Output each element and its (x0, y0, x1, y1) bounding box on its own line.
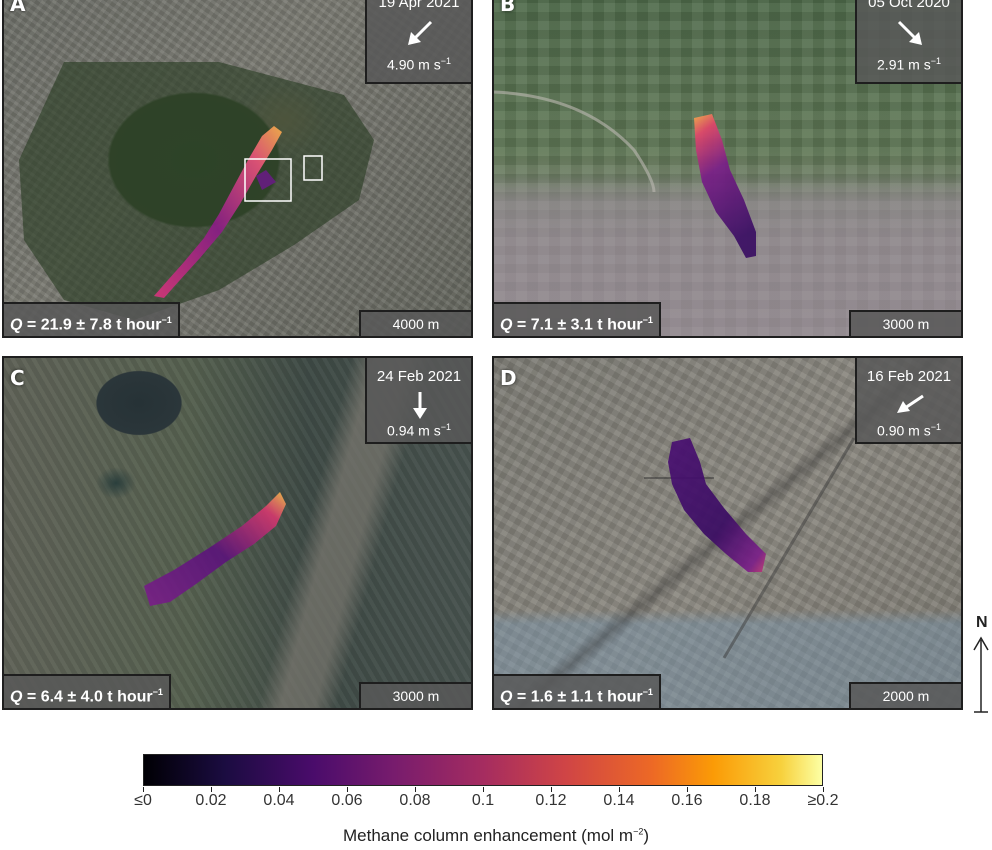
colorbar-tick-label: 0.14 (603, 792, 635, 809)
acquisition-date: 19 Apr 2021 (378, 0, 460, 11)
colorbar-tick-label: ≤0 (134, 792, 152, 809)
wind-arrow-icon (897, 20, 922, 45)
colorbar-tick-mark (347, 787, 348, 792)
acquisition-date: 05 Oct 2020 (868, 0, 950, 11)
emission-rate-box: Q = 1.6 ± 1.1 t hour−1 (494, 674, 661, 708)
north-arrow-icon (973, 636, 989, 713)
colorbar-tick-mark (279, 787, 280, 792)
colorbar-tick-label: 0.04 (263, 792, 295, 809)
colorbar-tick-label: 0.1 (471, 792, 495, 809)
inset-box-a1 (244, 158, 292, 202)
wind-speed: 0.94 m s−1 (387, 422, 451, 439)
colorbar-tick-mark (211, 787, 212, 792)
panel-letter: A (10, 0, 26, 16)
wind-speed: 4.90 m s−1 (387, 56, 451, 73)
wind-info-box: 16 Feb 2021 0.90 m s−1 (855, 358, 961, 444)
colorbar-tick-label: 0.16 (671, 792, 703, 809)
emission-rate-box: Q = 7.1 ± 3.1 t hour−1 (494, 302, 661, 336)
scale-bar-label: 2000 m (849, 682, 961, 708)
wind-info-box: 05 Oct 2020 2.91 m s−1 (855, 0, 961, 84)
wind-arrow-icon (897, 394, 924, 413)
wind-info-box: 24 Feb 2021 0.94 m s−1 (365, 358, 471, 444)
colorbar-tick-mark (415, 787, 416, 792)
scale-bar-label: 3000 m (849, 310, 961, 336)
colorbar-tick-label: 0.02 (195, 792, 227, 809)
panel-letter: C (10, 366, 25, 390)
plume-b (694, 114, 756, 258)
colorbar-tick-label: 0.08 (399, 792, 431, 809)
panel-letter: D (500, 366, 517, 390)
colorbar-title: Methane column enhancement (mol m−2) (342, 826, 650, 845)
emission-rate-box: Q = 6.4 ± 4.0 t hour−1 (4, 674, 171, 708)
panel-d: D 16 Feb 2021 0.90 m s−1 Q = 1.6 ± 1.1 t… (492, 356, 963, 710)
colorbar-tick-mark (823, 787, 824, 792)
plume-overlay-c (144, 492, 286, 606)
plume-overlay-d (644, 437, 856, 659)
acquisition-date: 16 Feb 2021 (866, 368, 952, 385)
panel-letter: B (500, 0, 516, 16)
wind-arrow-icon (413, 392, 427, 419)
acquisition-date: 24 Feb 2021 (376, 368, 462, 385)
panel-a: A 19 Apr 2021 4.90 m s−1 Q = 21.9 ± 7.8 … (2, 0, 473, 338)
plume-a (154, 126, 282, 298)
plume-overlay-a (19, 62, 374, 320)
colorbar-tick-mark (143, 787, 144, 792)
colorbar-tick-mark (619, 787, 620, 792)
inset-box-a2 (303, 155, 323, 181)
panel-b: B 05 Oct 2020 2.91 m s−1 Q = 7.1 ± 3.1 t… (492, 0, 963, 338)
scale-bar-label: 4000 m (359, 310, 471, 336)
emission-rate-box: Q = 21.9 ± 7.8 t hour−1 (4, 302, 180, 336)
wind-speed: 0.90 m s−1 (877, 422, 941, 439)
plume-overlay-b (494, 90, 756, 258)
colorbar-tick-label: ≥0.2 (807, 792, 839, 809)
colorbar (143, 754, 823, 786)
colorbar-tick-mark (755, 787, 756, 792)
colorbar-tick-mark (551, 787, 552, 792)
wind-info-box: 19 Apr 2021 4.90 m s−1 (365, 0, 471, 84)
panel-c: C 24 Feb 2021 0.94 m s−1 Q = 6.4 ± 4.0 t… (2, 356, 473, 710)
wind-arrow-icon (408, 20, 433, 45)
colorbar-tick-label: 0.12 (535, 792, 567, 809)
north-label: N (976, 614, 988, 631)
wind-speed: 2.91 m s−1 (877, 56, 941, 73)
colorbar-tick-label: 0.18 (739, 792, 771, 809)
colorbar-tick-mark (483, 787, 484, 792)
plume-c (144, 492, 286, 606)
plume-d (668, 438, 766, 572)
scale-bar-label: 3000 m (359, 682, 471, 708)
colorbar-tick-label: 0.06 (331, 792, 363, 809)
colorbar-tick-mark (687, 787, 688, 792)
